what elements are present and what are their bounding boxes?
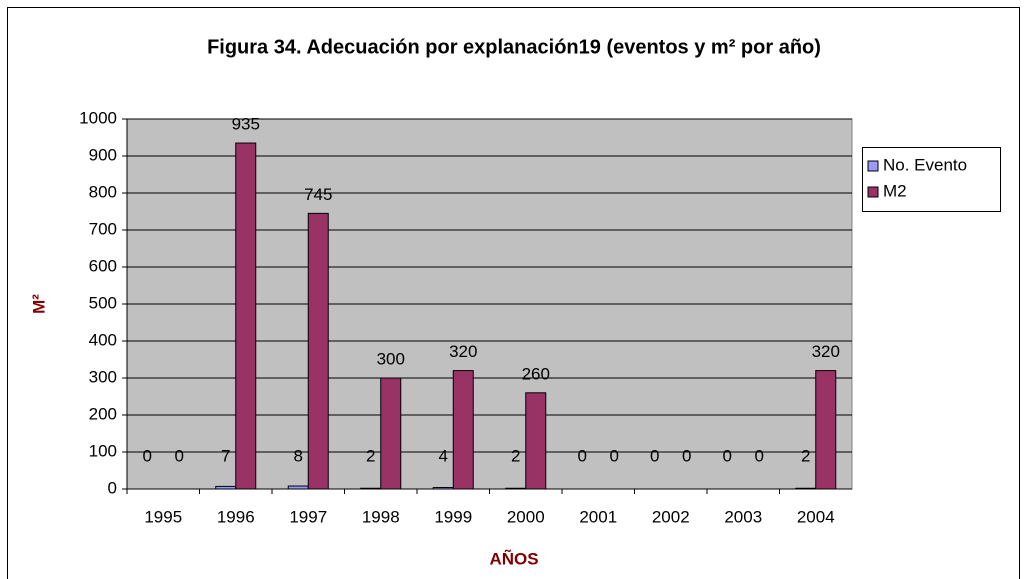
y-tick-label: 300 — [89, 367, 117, 386]
y-tick-label: 700 — [89, 219, 117, 238]
legend-swatch — [867, 160, 879, 172]
chart-title: Figura 34. Adecuación por explanación19 … — [207, 36, 821, 58]
data-label: 0 — [755, 446, 764, 465]
data-label: 320 — [449, 342, 477, 361]
bar — [452, 370, 474, 490]
bar — [380, 377, 402, 490]
x-tick-label: 1998 — [362, 507, 400, 526]
data-label: 0 — [143, 446, 152, 465]
x-tick-label: 2003 — [724, 507, 762, 526]
y-tick-label: 500 — [89, 293, 117, 312]
data-label: 0 — [610, 446, 619, 465]
data-label: 2 — [801, 446, 810, 465]
bar — [525, 392, 547, 490]
data-label: 0 — [175, 446, 184, 465]
data-label: 8 — [294, 446, 303, 465]
x-tick-label: 1997 — [289, 507, 327, 526]
data-label: 745 — [304, 185, 332, 204]
data-label: 2 — [366, 446, 375, 465]
data-label: 0 — [723, 446, 732, 465]
y-tick-label: 200 — [89, 404, 117, 423]
data-label: 0 — [578, 446, 587, 465]
legend-label: No. Evento — [883, 155, 967, 174]
y-tick-label: 900 — [89, 145, 117, 164]
x-tick-label: 2001 — [579, 507, 617, 526]
legend-label: M2 — [883, 181, 907, 200]
y-tick-label: 400 — [89, 330, 117, 349]
data-label: 0 — [682, 446, 691, 465]
bar — [815, 370, 837, 490]
x-tick-label: 2004 — [797, 507, 835, 526]
data-label: 320 — [812, 342, 840, 361]
data-label: 260 — [522, 364, 550, 383]
data-label: 935 — [232, 115, 260, 134]
data-label: 0 — [650, 446, 659, 465]
x-tick-label: 1999 — [434, 507, 472, 526]
bar — [235, 142, 257, 490]
y-tick-label: 1000 — [79, 108, 117, 127]
bar — [432, 487, 454, 490]
y-tick-label: 0 — [108, 478, 117, 497]
bar — [287, 485, 309, 490]
x-tick-label: 1996 — [217, 507, 255, 526]
data-label: 300 — [377, 349, 405, 368]
data-label: 4 — [439, 446, 448, 465]
data-label: 7 — [221, 446, 230, 465]
bar — [360, 487, 382, 490]
x-tick-label: 2000 — [507, 507, 545, 526]
y-tick-label: 600 — [89, 256, 117, 275]
bar — [307, 212, 329, 490]
y-tick-label: 100 — [89, 441, 117, 460]
bar — [505, 487, 527, 490]
x-tick-label: 1995 — [144, 507, 182, 526]
x-tick-label: 2002 — [652, 507, 690, 526]
y-axis-title: M² — [29, 294, 48, 314]
data-label: 2 — [511, 446, 520, 465]
legend-swatch — [867, 186, 879, 198]
x-axis-title: AÑOS — [489, 548, 538, 568]
bar — [215, 485, 237, 490]
legend-box — [862, 147, 1001, 212]
y-tick-label: 800 — [89, 182, 117, 201]
bar — [795, 487, 817, 490]
